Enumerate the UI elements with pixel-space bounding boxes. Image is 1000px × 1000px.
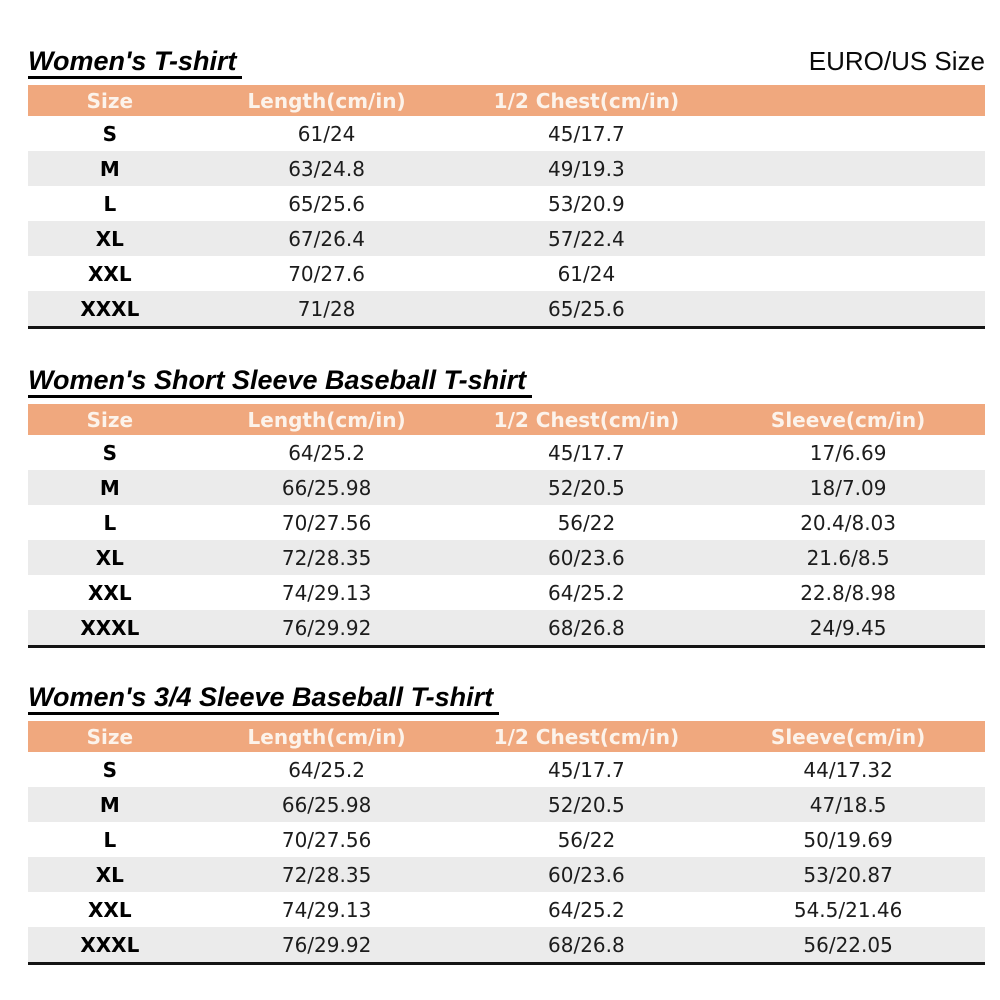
size-cell: XXL xyxy=(28,575,192,610)
length-cell: 65/25.6 xyxy=(191,186,462,221)
length-cell: 72/28.35 xyxy=(191,540,462,575)
size-cell: XL xyxy=(28,221,192,256)
length-cell: 74/29.13 xyxy=(191,892,462,927)
length-cell: 76/29.92 xyxy=(191,927,462,962)
empty-cell xyxy=(711,291,985,326)
col-header-empty xyxy=(711,85,985,116)
col-header-size: Size xyxy=(28,721,192,752)
chest-cell: 64/25.2 xyxy=(461,892,712,927)
euro-us-size-label: EURO/US Size xyxy=(808,46,985,76)
length-cell: 63/24.8 xyxy=(191,151,462,186)
length-cell: 64/25.2 xyxy=(191,752,462,787)
size-cell: XXXL xyxy=(28,610,192,645)
table-title: Women's T-shirt xyxy=(28,46,243,79)
table-section-three-quarter-sleeve-baseball: Women's 3/4 Sleeve Baseball T-shirt Size… xyxy=(28,682,985,965)
empty-cell xyxy=(711,186,985,221)
empty-cell xyxy=(711,221,985,256)
col-header-sleeve: Sleeve(cm/in) xyxy=(711,721,985,752)
chest-cell: 68/26.8 xyxy=(461,610,712,645)
sleeve-cell: 44/17.32 xyxy=(711,752,985,787)
titlebar: Women's 3/4 Sleeve Baseball T-shirt xyxy=(28,682,985,715)
length-cell: 71/28 xyxy=(191,291,462,326)
chest-cell: 60/23.6 xyxy=(461,540,712,575)
size-cell: M xyxy=(28,151,192,186)
length-cell: 66/25.98 xyxy=(191,470,462,505)
chest-cell: 52/20.5 xyxy=(461,470,712,505)
table-title: Women's Short Sleeve Baseball T-shirt xyxy=(28,365,533,398)
length-cell: 70/27.6 xyxy=(191,256,462,291)
chest-cell: 52/20.5 xyxy=(461,787,712,822)
chest-cell: 57/22.4 xyxy=(461,221,712,256)
chest-cell: 65/25.6 xyxy=(461,291,712,326)
chest-cell: 60/23.6 xyxy=(461,857,712,892)
sleeve-cell: 53/20.87 xyxy=(711,857,985,892)
empty-cell xyxy=(711,116,985,151)
sleeve-cell: 17/6.69 xyxy=(711,435,985,470)
size-cell: M xyxy=(28,470,192,505)
sleeve-cell: 50/19.69 xyxy=(711,822,985,857)
chest-cell: 64/25.2 xyxy=(461,575,712,610)
size-cell: S xyxy=(28,435,192,470)
length-cell: 74/29.13 xyxy=(191,575,462,610)
col-header-chest: 1/2 Chest(cm/in) xyxy=(461,721,712,752)
empty-cell xyxy=(711,256,985,291)
length-cell: 70/27.56 xyxy=(191,822,462,857)
sleeve-cell: 54.5/21.46 xyxy=(711,892,985,927)
table-section-womens-tshirt: Women's T-shirt EURO/US Size Size Length… xyxy=(28,46,985,329)
size-table: Size Length(cm/in) 1/2 Chest(cm/in) Slee… xyxy=(28,404,985,648)
sleeve-cell: 21.6/8.5 xyxy=(711,540,985,575)
size-cell: XXXL xyxy=(28,927,192,962)
length-cell: 67/26.4 xyxy=(191,221,462,256)
size-cell: S xyxy=(28,752,192,787)
size-table: Size Length(cm/in) 1/2 Chest(cm/in) S 61… xyxy=(28,85,985,329)
length-cell: 66/25.98 xyxy=(191,787,462,822)
col-header-length: Length(cm/in) xyxy=(191,85,462,116)
chest-cell: 56/22 xyxy=(461,822,712,857)
chest-cell: 61/24 xyxy=(461,256,712,291)
size-table: Size Length(cm/in) 1/2 Chest(cm/in) Slee… xyxy=(28,721,985,965)
size-cell: L xyxy=(28,822,192,857)
size-cell: M xyxy=(28,787,192,822)
col-header-length: Length(cm/in) xyxy=(191,404,462,435)
chest-cell: 45/17.7 xyxy=(461,752,712,787)
col-header-size: Size xyxy=(28,404,192,435)
chest-cell: 56/22 xyxy=(461,505,712,540)
sleeve-cell: 18/7.09 xyxy=(711,470,985,505)
col-header-sleeve: Sleeve(cm/in) xyxy=(711,404,985,435)
length-cell: 72/28.35 xyxy=(191,857,462,892)
length-cell: 76/29.92 xyxy=(191,610,462,645)
chest-cell: 45/17.7 xyxy=(461,116,712,151)
chest-cell: 49/19.3 xyxy=(461,151,712,186)
size-cell: XXXL xyxy=(28,291,192,326)
titlebar: Women's Short Sleeve Baseball T-shirt xyxy=(28,365,985,398)
chest-cell: 45/17.7 xyxy=(461,435,712,470)
empty-cell xyxy=(711,151,985,186)
length-cell: 61/24 xyxy=(191,116,462,151)
sleeve-cell: 20.4/8.03 xyxy=(711,505,985,540)
titlebar: Women's T-shirt EURO/US Size xyxy=(28,46,985,79)
table-section-short-sleeve-baseball: Women's Short Sleeve Baseball T-shirt Si… xyxy=(28,365,985,648)
col-header-chest: 1/2 Chest(cm/in) xyxy=(461,85,712,116)
col-header-length: Length(cm/in) xyxy=(191,721,462,752)
sleeve-cell: 56/22.05 xyxy=(711,927,985,962)
size-cell: L xyxy=(28,186,192,221)
sleeve-cell: 47/18.5 xyxy=(711,787,985,822)
col-header-chest: 1/2 Chest(cm/in) xyxy=(461,404,712,435)
length-cell: 70/27.56 xyxy=(191,505,462,540)
size-cell: XXL xyxy=(28,892,192,927)
size-cell: XL xyxy=(28,857,192,892)
sleeve-cell: 24/9.45 xyxy=(711,610,985,645)
size-cell: XL xyxy=(28,540,192,575)
size-cell: XXL xyxy=(28,256,192,291)
size-cell: S xyxy=(28,116,192,151)
sleeve-cell: 22.8/8.98 xyxy=(711,575,985,610)
chest-cell: 53/20.9 xyxy=(461,186,712,221)
col-header-size: Size xyxy=(28,85,192,116)
length-cell: 64/25.2 xyxy=(191,435,462,470)
size-cell: L xyxy=(28,505,192,540)
chest-cell: 68/26.8 xyxy=(461,927,712,962)
table-title: Women's 3/4 Sleeve Baseball T-shirt xyxy=(28,682,500,715)
